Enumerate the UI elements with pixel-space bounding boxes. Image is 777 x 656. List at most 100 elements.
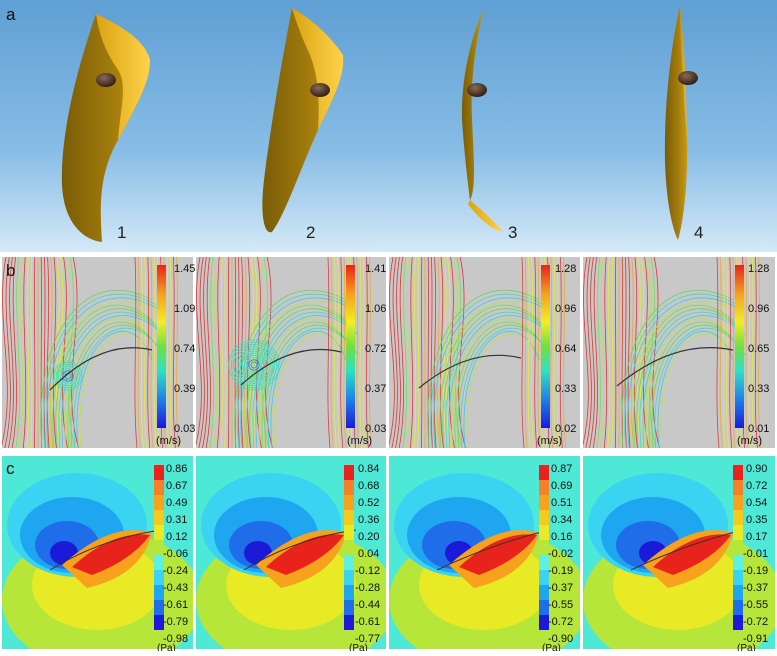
pressure-tick-4-6: -0.19: [743, 565, 768, 577]
pressure-contours: [389, 473, 580, 649]
pressure-tick-1-1: 0.67: [166, 480, 187, 492]
pressure-contours: [2, 473, 193, 649]
pressure-tick-4-8: -0.55: [743, 599, 768, 611]
row-a-label: a: [6, 5, 16, 24]
velocity-legend-4: 1.28 0.96 0.65 0.33 0.01 (m/s): [737, 263, 769, 447]
wing-chord: [240, 348, 342, 386]
velocity-legend-2: 1.41 1.06 0.72 0.37 0.03 (m/s): [347, 263, 386, 447]
velocity-colorbar: [157, 265, 166, 428]
pressure-tick-2-7: -0.28: [355, 582, 380, 594]
row-a: a 1 2 3 4: [0, 0, 777, 252]
row-b-label: b: [6, 261, 15, 280]
pressure-colorbar-level: [344, 555, 354, 570]
pressure-tick-3-1: 0.69: [551, 480, 572, 492]
pressure-panel-2: [196, 456, 386, 649]
pressure-colorbar-level: [733, 600, 743, 615]
velocity-unit-3: (m/s): [537, 435, 562, 447]
pressure-colorbar-level: [733, 540, 743, 555]
pressure-tick-2-10: -0.77: [355, 633, 380, 645]
wing-chord: [418, 354, 522, 389]
velocity-tick-2-4: 0.03: [365, 423, 386, 435]
velocity-unit-4: (m/s): [737, 435, 762, 447]
pressure-colorbar-level: [344, 525, 354, 540]
pressure-tick-3-5: -0.02: [548, 548, 573, 560]
seed-3: [467, 83, 487, 97]
streamlines: [196, 257, 372, 448]
pressure-colorbar-level: [154, 510, 164, 525]
pressure-tick-4-2: 0.54: [746, 497, 767, 509]
pressure-colorbar-level: [344, 615, 354, 630]
pressure-tick-3-8: -0.55: [548, 599, 573, 611]
pressure-tick-3-0: 0.87: [551, 463, 572, 475]
velocity-unit-1: (m/s): [156, 435, 181, 447]
pressure-tick-2-6: -0.12: [355, 565, 380, 577]
pressure-tick-1-7: -0.43: [163, 582, 188, 594]
pressure-colorbar-level: [733, 585, 743, 600]
velocity-tick-1-0: 1.45: [174, 263, 195, 275]
pressure-colorbar-level: [154, 570, 164, 585]
pressure-unit-2: (Pa): [349, 643, 368, 651]
pressure-contours: [196, 473, 386, 649]
velocity-tick-4-0: 1.28: [748, 263, 769, 275]
pressure-colorbar-level: [154, 495, 164, 510]
pressure-colorbar-level: [733, 480, 743, 495]
pressure-tick-3-9: -0.72: [548, 616, 573, 628]
pressure-unit-1: (Pa): [157, 643, 176, 651]
velocity-tick-2-1: 1.06: [365, 303, 386, 315]
velocity-legend-1: 1.45 1.09 0.74 0.39 0.03 (m/s): [156, 263, 195, 447]
pressure-colorbar-level: [733, 525, 743, 540]
velocity-tick-2-3: 0.37: [365, 383, 386, 395]
pressure-tick-2-8: -0.44: [355, 599, 380, 611]
pressure-colorbar-level: [539, 600, 549, 615]
velocity-colorbar: [541, 265, 550, 428]
pressure-tick-3-6: -0.19: [548, 565, 573, 577]
pressure-tick-1-4: 0.12: [166, 531, 187, 543]
velocity-legend-3: 1.28 0.96 0.64 0.33 0.02 (m/s): [537, 263, 576, 447]
pressure-colorbar-level: [344, 510, 354, 525]
pressure-colorbar-level: [539, 585, 549, 600]
velocity-panel-3: [389, 257, 580, 448]
velocity-tick-3-4: 0.02: [555, 423, 576, 435]
pressure-tick-2-3: 0.36: [358, 514, 379, 526]
row-c-label: c: [6, 459, 15, 478]
pressure-panel-4: [583, 456, 775, 649]
pressure-colorbar-level: [154, 465, 164, 480]
pressure-unit-4: (Pa): [737, 643, 756, 651]
pressure-panel-3: [389, 456, 580, 649]
wing-2-number: 2: [306, 223, 315, 242]
velocity-tick-4-1: 0.96: [748, 303, 769, 315]
pressure-tick-3-10: -0.90: [548, 633, 573, 645]
pressure-tick-1-0: 0.86: [166, 463, 187, 475]
pressure-colorbar-level: [344, 480, 354, 495]
pressure-colorbar-level: [539, 510, 549, 525]
pressure-colorbar-level: [344, 585, 354, 600]
velocity-tick-2-0: 1.41: [365, 263, 386, 275]
velocity-tick-3-3: 0.33: [555, 383, 576, 395]
pressure-tick-2-0: 0.84: [358, 463, 379, 475]
velocity-tick-4-3: 0.33: [748, 383, 769, 395]
wing-chord: [49, 347, 153, 391]
pressure-colorbar-level: [539, 495, 549, 510]
wing-4: 4: [664, 6, 703, 242]
wing-3: 3: [461, 8, 517, 242]
pressure-colorbar-level: [344, 570, 354, 585]
pressure-legends: 0.86 0.67 0.49 0.31 0.12 -0.06 -0.24 -0.…: [157, 463, 768, 654]
pressure-colorbar-level: [733, 570, 743, 585]
wing-1: 1: [61, 14, 150, 242]
pressure-colorbar-level: [344, 540, 354, 555]
velocity-tick-4-2: 0.65: [748, 343, 769, 355]
pressure-tick-2-4: 0.20: [358, 531, 379, 543]
pressure-tick-1-6: -0.24: [163, 565, 188, 577]
pressure-tick-4-10: -0.91: [743, 633, 768, 645]
pressure-tick-4-9: -0.72: [743, 616, 768, 628]
pressure-tick-3-2: 0.51: [551, 497, 572, 509]
pressure-tick-1-3: 0.31: [166, 514, 187, 526]
wing-3-number: 3: [508, 223, 517, 242]
velocity-colorbar: [735, 265, 744, 428]
pressure-colorbar-level: [154, 615, 164, 630]
pressure-tick-1-5: -0.06: [163, 548, 188, 560]
pressure-colorbar-level: [344, 495, 354, 510]
wing-2: 2: [262, 8, 344, 242]
